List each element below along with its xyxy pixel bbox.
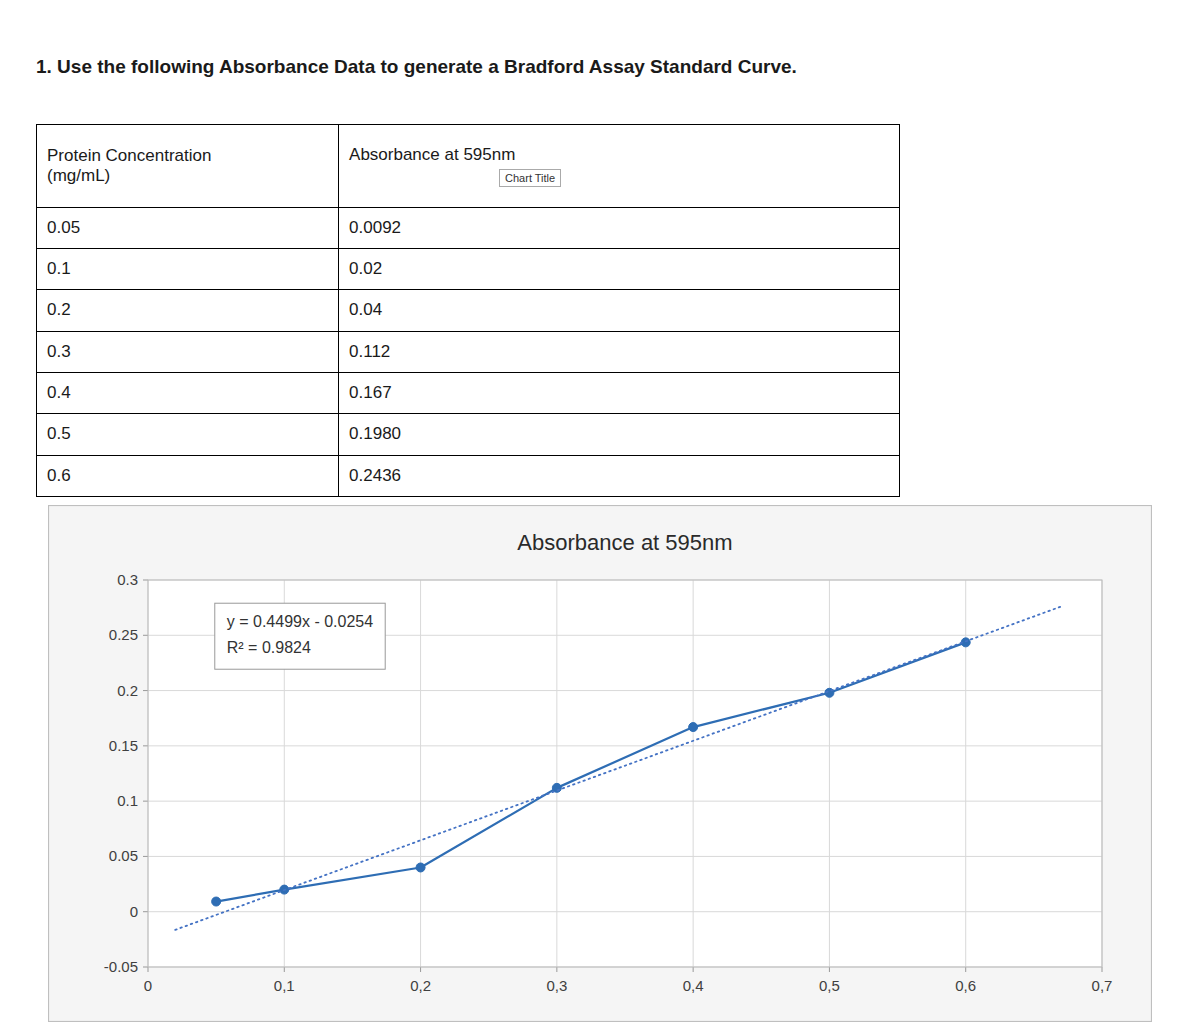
chart-title-badge: Chart Title	[499, 169, 561, 187]
annotation: y = 0.4499x - 0.0254 R² = 0.9824	[215, 603, 385, 669]
table-cell: 0.5	[37, 414, 339, 455]
x-grid-line	[556, 580, 557, 967]
table-cell: 0.2436	[339, 455, 900, 496]
table-row: 0.10.02	[37, 248, 900, 289]
y-tick-label: -0.05	[104, 958, 138, 975]
x-tick-label: 0,1	[274, 977, 295, 994]
data-point	[416, 863, 425, 872]
header: 1. Use the following Absorbance Data to …	[36, 56, 1164, 78]
y-grid-line	[148, 690, 1102, 691]
page: {"header": "1. Use the following Absorba…	[0, 0, 1200, 1032]
table-cell: 0.04	[339, 290, 900, 331]
table-cell: 0.1980	[339, 414, 900, 455]
table-cell: 0.6	[37, 455, 339, 496]
x-tick-label: 0,2	[410, 977, 431, 994]
x-tick-label: 0	[144, 977, 152, 994]
chart: Absorbance at 595nm 0 0,1 0,2 0,3 0,4 0,5 0,6 0,…	[48, 505, 1152, 1022]
data-point	[212, 897, 221, 906]
plot-border	[148, 580, 1102, 967]
plot-background	[148, 580, 1102, 967]
table-row: 0.50.1980	[37, 414, 900, 455]
y-tick	[143, 690, 148, 691]
y-tick	[143, 911, 148, 912]
annotation-box	[215, 603, 385, 669]
x-tick	[284, 967, 285, 972]
table-cell: 0.112	[339, 331, 900, 372]
x-tick	[420, 967, 421, 972]
y-tick	[143, 745, 148, 746]
x-tick	[965, 967, 966, 972]
y-tick	[143, 967, 148, 968]
data-table: Protein Concentration (mg/mL) Absorbance …	[36, 124, 900, 497]
table-header-cell: Protein Concentration (mg/mL)	[37, 125, 339, 208]
x-tick-label: 0,5	[819, 977, 840, 994]
x-tick	[148, 967, 149, 972]
x-grid-line	[829, 580, 830, 967]
y-tick-label: 0.1	[117, 792, 138, 809]
x-grid-line	[693, 580, 694, 967]
data-point	[689, 723, 698, 732]
x-tick-label: 0,4	[683, 977, 704, 994]
table-header-text: Absorbance at 595nm	[349, 145, 889, 165]
y-grid-line	[148, 801, 1102, 802]
y-grid-line	[148, 745, 1102, 746]
y-tick	[143, 856, 148, 857]
table-cell: 0.1	[37, 248, 339, 289]
y-grid-line	[148, 856, 1102, 857]
grid	[148, 580, 1102, 967]
table-cell: 0.4	[37, 372, 339, 413]
data-layer	[175, 607, 1061, 930]
table-header-text: Protein Concentration (mg/mL)	[47, 146, 328, 186]
y-grid-line	[148, 911, 1102, 912]
y-tick-label: 0	[130, 903, 138, 920]
y-tick-label: 0.3	[117, 571, 138, 588]
trendline	[175, 607, 1061, 930]
x-tick-label: 0,6	[955, 977, 976, 994]
x-grid-line	[420, 580, 421, 967]
chart-title: Absorbance at 595nm	[517, 530, 732, 555]
x-tick	[693, 967, 694, 972]
table-cell: 0.2	[37, 290, 339, 331]
table-cell: 0.3	[37, 331, 339, 372]
table-cell: 0.0092	[339, 207, 900, 248]
y-tick	[143, 801, 148, 802]
y-tick-label: 0.05	[109, 847, 138, 864]
y-tick	[143, 635, 148, 636]
x-tick-label: 0,7	[1092, 977, 1113, 994]
y-tick-label: 0.15	[109, 737, 138, 754]
annotation-text: R² = 0.9824	[227, 639, 311, 656]
table-row: 0.050.0092	[37, 207, 900, 248]
table-row: 0.20.04	[37, 290, 900, 331]
table-columns	[37, 125, 900, 497]
table-header-row: Protein Concentration (mg/mL) Absorbance …	[37, 125, 900, 208]
y-tick	[143, 580, 148, 581]
table-row: 0.40.167	[37, 372, 900, 413]
y-tick-label: 0.2	[117, 682, 138, 699]
table-cell: 0.05	[37, 207, 339, 248]
table-cell: 0.02	[339, 248, 900, 289]
table-body: Protein Concentration (mg/mL) Absorbance …	[37, 125, 900, 497]
y-tick-label: 0.25	[109, 626, 138, 643]
x-tick	[829, 967, 830, 972]
axes: 0 0,1 0,2 0,3 0,4 0,5 0,6 0,7 -0.05 0 0.05 0.1 0.15 0…	[104, 571, 1113, 994]
table-row: 0.60.2436	[37, 455, 900, 496]
annotation-text: y = 0.4499x - 0.0254	[227, 613, 373, 630]
table-row: 0.30.112	[37, 331, 900, 372]
x-tick-label: 0,3	[546, 977, 567, 994]
table-header-cell: Absorbance at 595nm Chart Title	[339, 125, 900, 208]
data-line	[216, 642, 966, 901]
chart-frame	[49, 506, 1152, 1022]
x-tick	[1102, 967, 1103, 972]
table-column	[339, 125, 900, 497]
table-cell: 0.167	[339, 372, 900, 413]
x-tick	[556, 967, 557, 972]
